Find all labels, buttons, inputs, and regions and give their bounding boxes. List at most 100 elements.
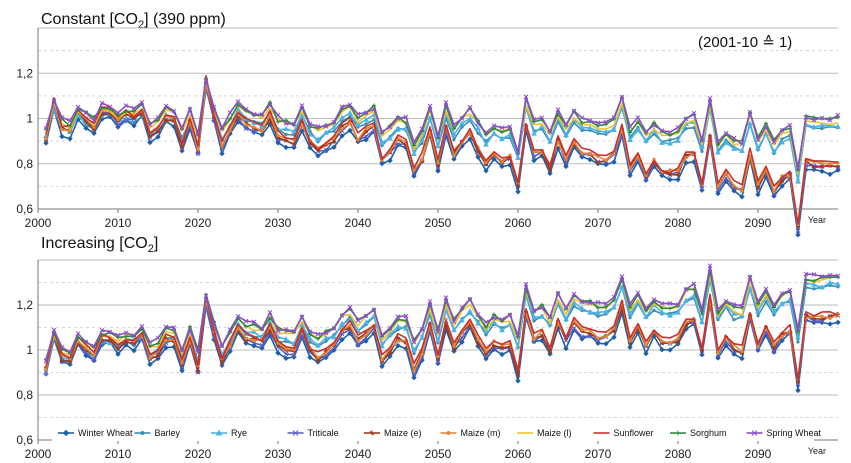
data-point (475, 121, 481, 126)
data-point (516, 183, 520, 188)
data-point (84, 119, 88, 124)
data-point (251, 319, 257, 325)
data-point (723, 130, 729, 136)
data-point (740, 350, 744, 354)
data-point (180, 145, 184, 150)
legend-marker (62, 429, 70, 437)
data-point (459, 339, 465, 345)
data-point (467, 308, 473, 314)
data-point (755, 145, 761, 151)
data-point (124, 334, 128, 339)
data-point (180, 361, 184, 365)
data-point (507, 312, 513, 318)
data-point (132, 120, 136, 124)
data-point (667, 140, 673, 146)
data-point (331, 326, 337, 331)
data-point (219, 125, 225, 131)
data-point (92, 125, 96, 129)
data-point (131, 123, 137, 129)
data-point (403, 325, 409, 331)
data-point (780, 334, 784, 339)
data-point (163, 103, 169, 109)
data-point (67, 118, 73, 124)
data-point (148, 356, 152, 360)
data-point (379, 332, 385, 338)
data-point (835, 319, 841, 326)
data-point (339, 313, 345, 319)
data-point (395, 314, 401, 320)
data-point (819, 115, 825, 121)
data-point (443, 100, 449, 105)
data-point (499, 351, 505, 358)
data-point (563, 163, 569, 170)
data-point (419, 136, 425, 142)
data-point (251, 328, 257, 334)
data-point (699, 186, 705, 192)
data-point (475, 320, 481, 326)
data-point (395, 142, 401, 147)
data-point (459, 116, 465, 121)
data-point (676, 340, 680, 345)
data-point (355, 111, 361, 117)
data-point (395, 115, 401, 121)
data-point (316, 355, 320, 360)
data-point (716, 317, 720, 322)
data-point (596, 305, 600, 310)
legend-label: Barley (155, 428, 181, 438)
data-point (412, 143, 416, 148)
data-point (307, 354, 313, 361)
data-point (699, 307, 705, 312)
data-point (588, 331, 592, 336)
x-tick-label: 2060 (505, 216, 532, 230)
data-point (459, 120, 465, 126)
data-point (539, 313, 545, 319)
data-point (372, 103, 376, 108)
data-point (339, 104, 345, 110)
data-point (195, 131, 201, 137)
data-point (756, 301, 760, 306)
data-point (244, 123, 248, 127)
data-point (244, 324, 248, 329)
legend-item: Barley (134, 428, 181, 438)
data-point (564, 157, 568, 162)
data-point (84, 346, 88, 350)
data-point (628, 130, 632, 135)
data-point (196, 369, 200, 374)
data-point (595, 300, 601, 305)
data-point (43, 125, 49, 131)
data-point (611, 294, 617, 300)
data-point (332, 139, 336, 144)
data-point (436, 354, 440, 359)
data-point (764, 121, 768, 126)
data-point (124, 109, 128, 114)
data-point (147, 139, 153, 146)
data-point (348, 121, 352, 125)
data-point (444, 317, 448, 321)
data-point (347, 304, 353, 310)
data-point (731, 310, 737, 316)
data-point (595, 340, 601, 346)
data-point (283, 336, 289, 342)
data-point (827, 122, 833, 129)
y-tick-label: 0,6 (16, 202, 33, 216)
data-point (331, 334, 337, 340)
data-point (700, 149, 704, 153)
data-point (755, 347, 761, 353)
data-point (579, 299, 585, 305)
data-point (771, 348, 777, 354)
data-point (811, 166, 817, 173)
data-point (811, 281, 817, 287)
data-point (203, 293, 209, 299)
legend-item: Rye (211, 428, 247, 438)
data-point (772, 343, 776, 347)
data-point (107, 329, 113, 335)
data-point (612, 298, 616, 303)
data-point (156, 129, 160, 134)
data-point (611, 304, 617, 310)
data-point (476, 338, 480, 342)
data-point (308, 340, 312, 344)
data-point (836, 164, 840, 169)
data-point (60, 127, 64, 131)
data-point (715, 187, 721, 193)
